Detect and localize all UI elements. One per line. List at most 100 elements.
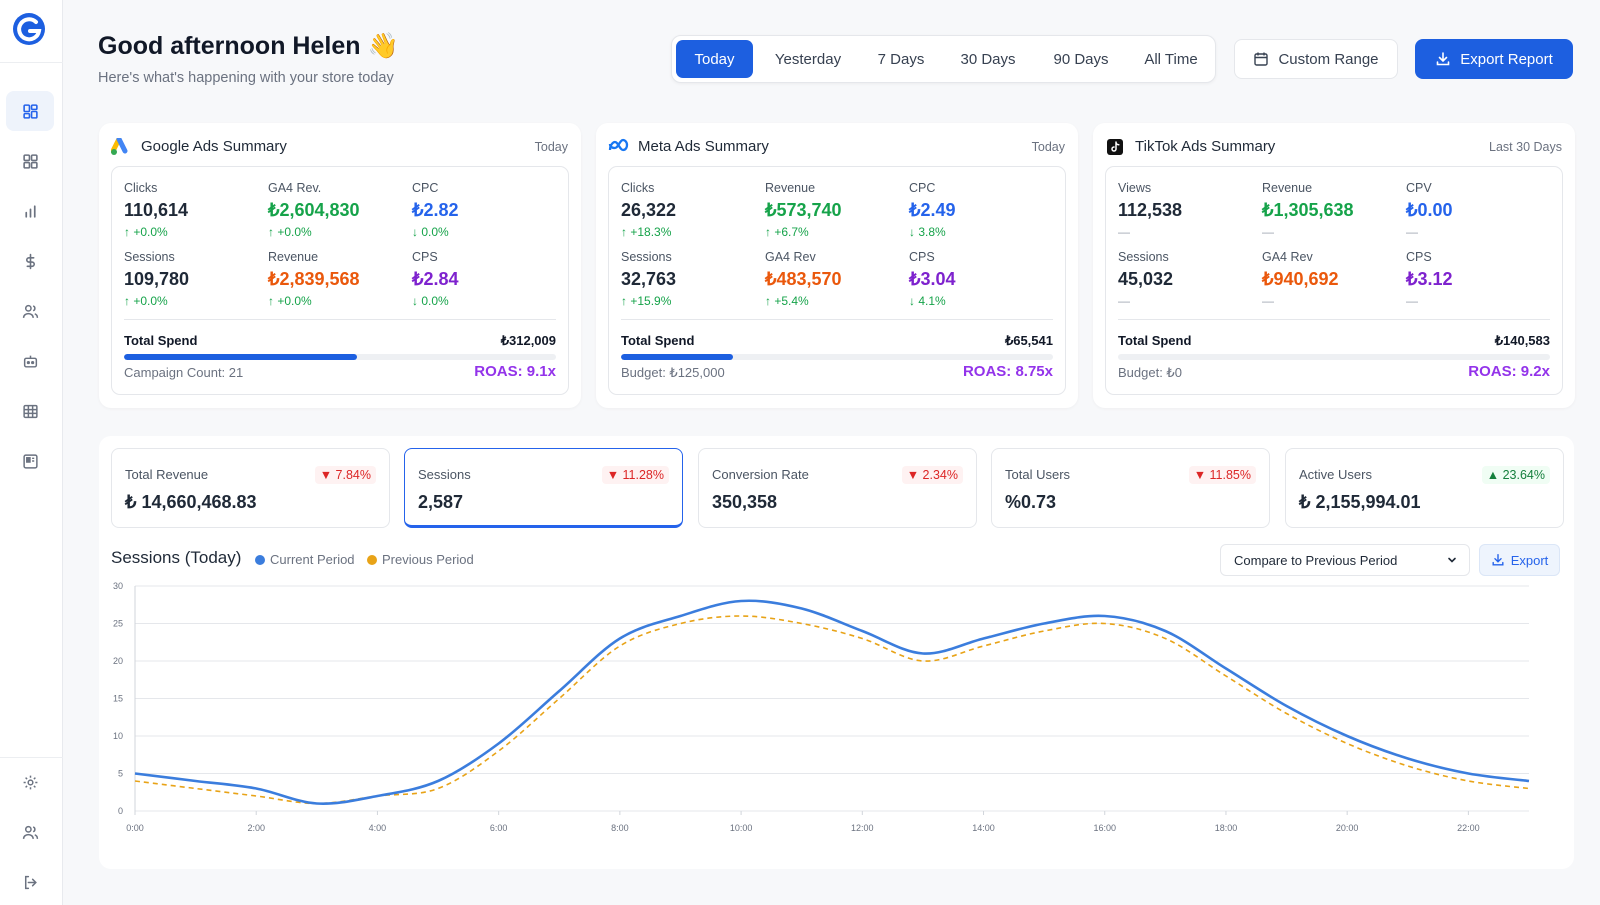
table-icon: [22, 404, 38, 418]
metric-value: ₺483,570: [765, 269, 842, 289]
sidebar-item-logout[interactable]: [6, 862, 54, 902]
total-spend-label: Total Spend: [124, 333, 198, 348]
kpi-total-users[interactable]: Total Users ▼ 11.85% %0.73: [991, 448, 1270, 528]
meta-icon: [608, 138, 630, 156]
x-tick-label: 10:00: [730, 823, 753, 833]
metric-label: GA4 Rev: [1262, 250, 1313, 264]
metric-value: 112,538: [1118, 200, 1183, 220]
settings-icon: [23, 775, 37, 789]
metric-label: CPS: [909, 250, 935, 264]
x-tick-label: 22:00: [1457, 823, 1480, 833]
range-7-days[interactable]: 7 Days: [877, 50, 925, 68]
metric-value: ₺0.00: [1406, 200, 1453, 220]
metric-sessions: Sessions 32,763 ↑ +15.9%: [621, 250, 761, 308]
sidebar-item-tables[interactable]: [6, 391, 54, 431]
divider: [124, 319, 556, 320]
y-tick-label: 5: [118, 769, 123, 779]
roas-value: ROAS: 9.2x: [1468, 363, 1550, 380]
x-tick-label: 16:00: [1093, 823, 1116, 833]
compare-select-value: Compare to Previous Period: [1234, 552, 1398, 568]
legend-current-period[interactable]: Current Period: [255, 552, 355, 567]
metric-change: —: [1118, 294, 1130, 308]
x-tick-label: 14:00: [972, 823, 995, 833]
compare-select[interactable]: Compare to Previous Period: [1220, 544, 1470, 576]
sessions-line-chart: 0 5 10 15 20 25 30 0:00 2:00 4:00 6:00 8:00 10:00 12:…: [113, 581, 1530, 833]
metric-value: 110,614: [124, 200, 189, 220]
grid-icon: [22, 153, 38, 169]
legend-dot: [367, 554, 377, 565]
metric-change: —: [1262, 294, 1274, 308]
y-tick-label: 10: [113, 731, 123, 741]
metric-value: ₺3.04: [909, 269, 956, 289]
range-yesterday[interactable]: Yesterday: [774, 50, 842, 68]
legend-previous-period[interactable]: Previous Period: [367, 552, 474, 567]
total-spend-value: ₺140,583: [1494, 333, 1550, 348]
kpi-sessions[interactable]: Sessions ▼ 11.28% 2,587: [404, 448, 683, 528]
kpi-conversion-rate[interactable]: Conversion Rate ▼ 2.34% 350,358: [698, 448, 977, 528]
metric-label: CPC: [909, 181, 936, 195]
range-all-time[interactable]: All Time: [1144, 50, 1198, 68]
metric-revenue: Revenue ₺573,740 ↑ +6.7%: [765, 181, 905, 239]
metric-value: ₺2.49: [909, 200, 956, 220]
export-report-button[interactable]: Export Report: [1415, 39, 1573, 79]
x-tick-label: 4:00: [369, 823, 387, 833]
metric-label: CPC: [412, 181, 439, 195]
kpi-total-revenue[interactable]: Total Revenue ▼ 7.84% ₺ 14,660,468.83: [111, 448, 390, 528]
metric-label: Sessions: [621, 250, 672, 264]
metric-change: ↓ 0.0%: [412, 225, 449, 239]
metric-change: ↓ 0.0%: [412, 294, 449, 308]
sidebar-item-analytics[interactable]: [6, 191, 54, 231]
custom-range-button[interactable]: Custom Range: [1234, 39, 1398, 79]
kpi-change-badge: ▼ 11.28%: [601, 466, 669, 484]
kpi-value: ₺ 14,660,468.83: [125, 492, 257, 512]
kpi-label: Conversion Rate: [712, 467, 809, 482]
legend-dot: [255, 554, 265, 565]
metric-label: Sessions: [124, 250, 175, 264]
logo-icon[interactable]: [12, 12, 46, 46]
kpi-value: 2,587: [418, 492, 464, 512]
metric-label: CPS: [412, 250, 438, 264]
sidebar-item-boards[interactable]: [6, 441, 54, 481]
custom-range-label: Custom Range: [1278, 50, 1379, 68]
export-button[interactable]: Export: [1479, 544, 1560, 576]
metric-revenue: Revenue ₺2,839,568 ↑ +0.0%: [268, 250, 408, 308]
sidebar-item-finance[interactable]: [6, 241, 54, 281]
metric-label: Clicks: [621, 181, 655, 195]
sidebar-item-team[interactable]: [6, 812, 54, 852]
metric-change: ↑ +0.0%: [124, 225, 168, 239]
metric-label: Views: [1118, 181, 1152, 195]
kpi-active-users[interactable]: Active Users ▲ 23.64% ₺ 2,155,994.01: [1285, 448, 1564, 528]
metric-value: ₺2,839,568: [268, 269, 360, 289]
total-spend-label: Total Spend: [621, 333, 695, 348]
metric-value: ₺940,692: [1262, 269, 1339, 289]
google-ads-icon: [110, 136, 133, 156]
metric-label: GA4 Rev: [765, 250, 816, 264]
metric-clicks: Clicks 26,322 ↑ +18.3%: [621, 181, 761, 239]
card-period: Today: [1031, 140, 1065, 154]
x-tick-label: 12:00: [851, 823, 874, 833]
export-report-label: Export Report: [1460, 50, 1553, 68]
y-tick-label: 20: [113, 656, 123, 666]
sessions-panel: Total Revenue ▼ 7.84% ₺ 14,660,468.83 Se…: [99, 436, 1574, 869]
sidebar-item-dashboard[interactable]: [6, 91, 54, 131]
metric-value: 32,763: [621, 269, 677, 289]
metric-change: ↑ +0.0%: [268, 294, 312, 308]
range-today[interactable]: Today: [676, 40, 753, 78]
sidebar-item-settings[interactable]: [6, 762, 54, 802]
kpi-label: Active Users: [1299, 467, 1372, 482]
range-30-days[interactable]: 30 Days: [960, 50, 1016, 68]
tiktok-icon: [1105, 138, 1127, 156]
range-90-days[interactable]: 90 Days: [1053, 50, 1109, 68]
series-line-current-period: [134, 599, 1530, 805]
metric-ga4-rev: GA4 Rev ₺483,570 ↑ +5.4%: [765, 250, 905, 308]
sidebar-item-automation[interactable]: [6, 341, 54, 381]
card-footer: Budget: ₺125,000: [621, 365, 725, 380]
kpi-value: ₺ 2,155,994.01: [1299, 492, 1421, 512]
sidebar-item-grid[interactable]: [6, 141, 54, 181]
metric-label: CPV: [1406, 181, 1432, 195]
sidebar-item-customers[interactable]: [6, 291, 54, 331]
x-tick-label: 8:00: [611, 823, 629, 833]
metric-ga4-rev: GA4 Rev ₺940,692 —: [1262, 250, 1402, 308]
kpi-label: Sessions: [418, 467, 471, 482]
metric-value: ₺2.82: [412, 200, 459, 220]
